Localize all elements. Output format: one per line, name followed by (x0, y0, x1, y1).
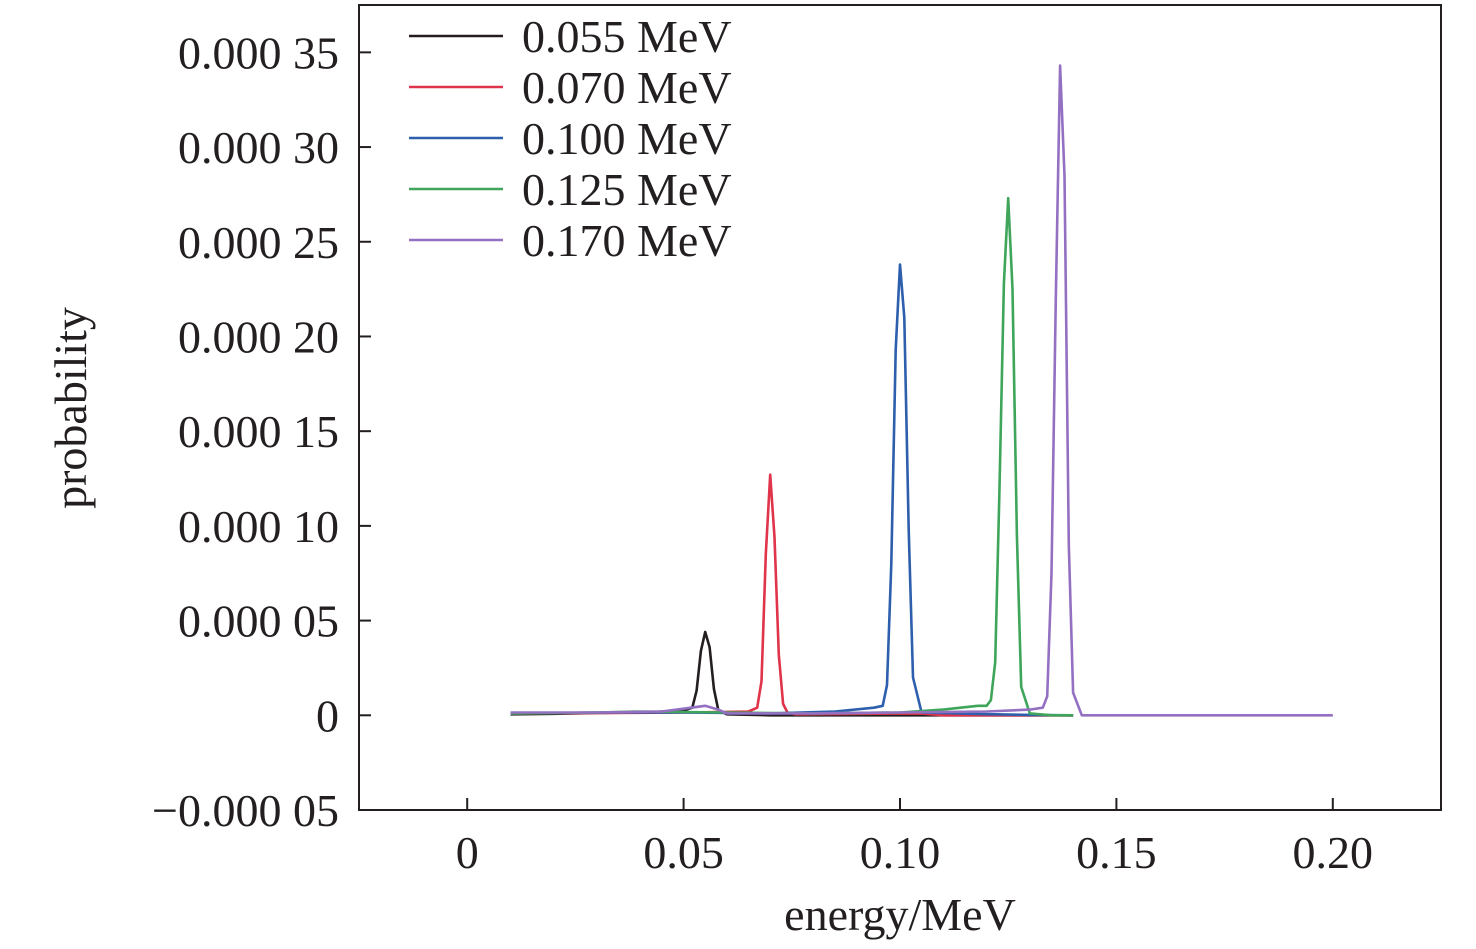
y-axis: −0.000 05 0 0.000 05 0.000 10 0.000 15 0.000 … (152, 27, 371, 836)
legend-label-2: 0.100 MeV (522, 113, 732, 164)
y-tick-label: 0.000 05 (178, 596, 339, 647)
x-tick-label: 0.05 (643, 827, 724, 878)
y-tick-label: 0.000 20 (178, 311, 339, 362)
x-axis-title: energy/MeV (784, 889, 1016, 940)
y-tick-label: 0 (316, 690, 339, 741)
y-tick-label: 0.000 10 (178, 501, 339, 552)
y-tick-label: 0.000 15 (178, 406, 339, 457)
series-layer (510, 64, 1333, 717)
y-tick-label: −0.000 05 (152, 785, 339, 836)
legend-label-4: 0.170 MeV (522, 215, 732, 266)
x-tick-label: 0.15 (1076, 827, 1157, 878)
y-axis-title: probability (45, 307, 96, 509)
y-tick-label: 0.000 30 (178, 122, 339, 173)
x-tick-label: 0.10 (860, 827, 941, 878)
legend-label-3: 0.125 MeV (522, 164, 732, 215)
y-tick-label: 0.000 35 (178, 27, 339, 78)
y-tick-label: 0.000 25 (178, 217, 339, 268)
series-line-4 (510, 64, 1333, 717)
legend-label-1: 0.070 MeV (522, 62, 732, 113)
x-axis: 0 0.05 0.10 0.15 0.20 (456, 798, 1373, 878)
series-line-3 (510, 196, 1074, 717)
legend-label-0: 0.055 MeV (522, 11, 732, 62)
x-tick-label: 0.20 (1293, 827, 1374, 878)
series-line-2 (510, 263, 1074, 717)
series-line-1 (510, 473, 1074, 717)
x-tick-label: 0 (456, 827, 479, 878)
